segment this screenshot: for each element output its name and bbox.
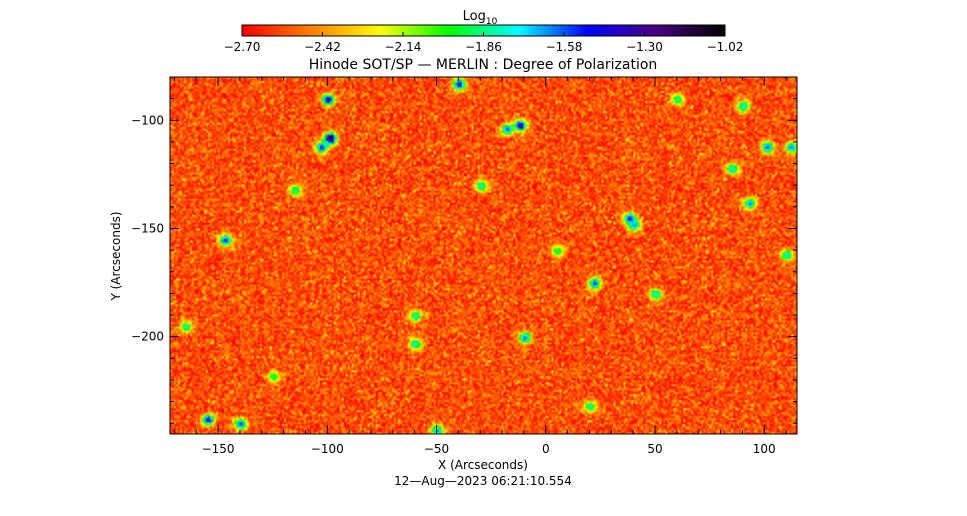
x-axis-label: X (Arcseconds) (438, 458, 528, 472)
x-tick-label: −50 (424, 442, 449, 456)
colorbar-tick-label: −1.30 (626, 40, 663, 54)
heatmap-image (170, 77, 797, 434)
y-axis-label: Y (Arcseconds) (109, 211, 123, 301)
y-tick-label: −200 (131, 330, 164, 344)
chart-title: Hinode SOT/SP — MERLIN : Degree of Polar… (309, 57, 658, 73)
x-tick-label: 0 (542, 442, 550, 456)
colorbar-tick-label: −2.14 (385, 40, 422, 54)
colorbar-tick-label: −1.02 (707, 40, 744, 54)
x-tick-label: −150 (202, 442, 235, 456)
colorbar-tick-label: −2.42 (304, 40, 341, 54)
x-tick-label: −100 (311, 442, 344, 456)
plot-frame (169, 76, 798, 435)
colorbar-tick-label: −1.86 (465, 40, 502, 54)
x-axis-ticks: −150 −100 −50 0 50 100 (173, 77, 787, 456)
timestamp: 12—Aug—2023 06:21:10.554 (394, 474, 572, 488)
x-tick-label: 100 (753, 442, 776, 456)
y-tick-label: −100 (131, 113, 164, 127)
colorbar-tick-label: −2.70 (224, 40, 261, 54)
y-tick-label: −150 (131, 221, 164, 235)
y-axis-ticks: −100 −150 −200 (131, 76, 797, 424)
colorbar-title: Log10 (463, 9, 498, 27)
colorbar-ticks: −2.70 −2.42 −2.14 −1.86 −1.58 −1.30 −1.02 (224, 32, 744, 54)
x-tick-label: 50 (647, 442, 662, 456)
colorbar-tick-label: −1.58 (546, 40, 583, 54)
